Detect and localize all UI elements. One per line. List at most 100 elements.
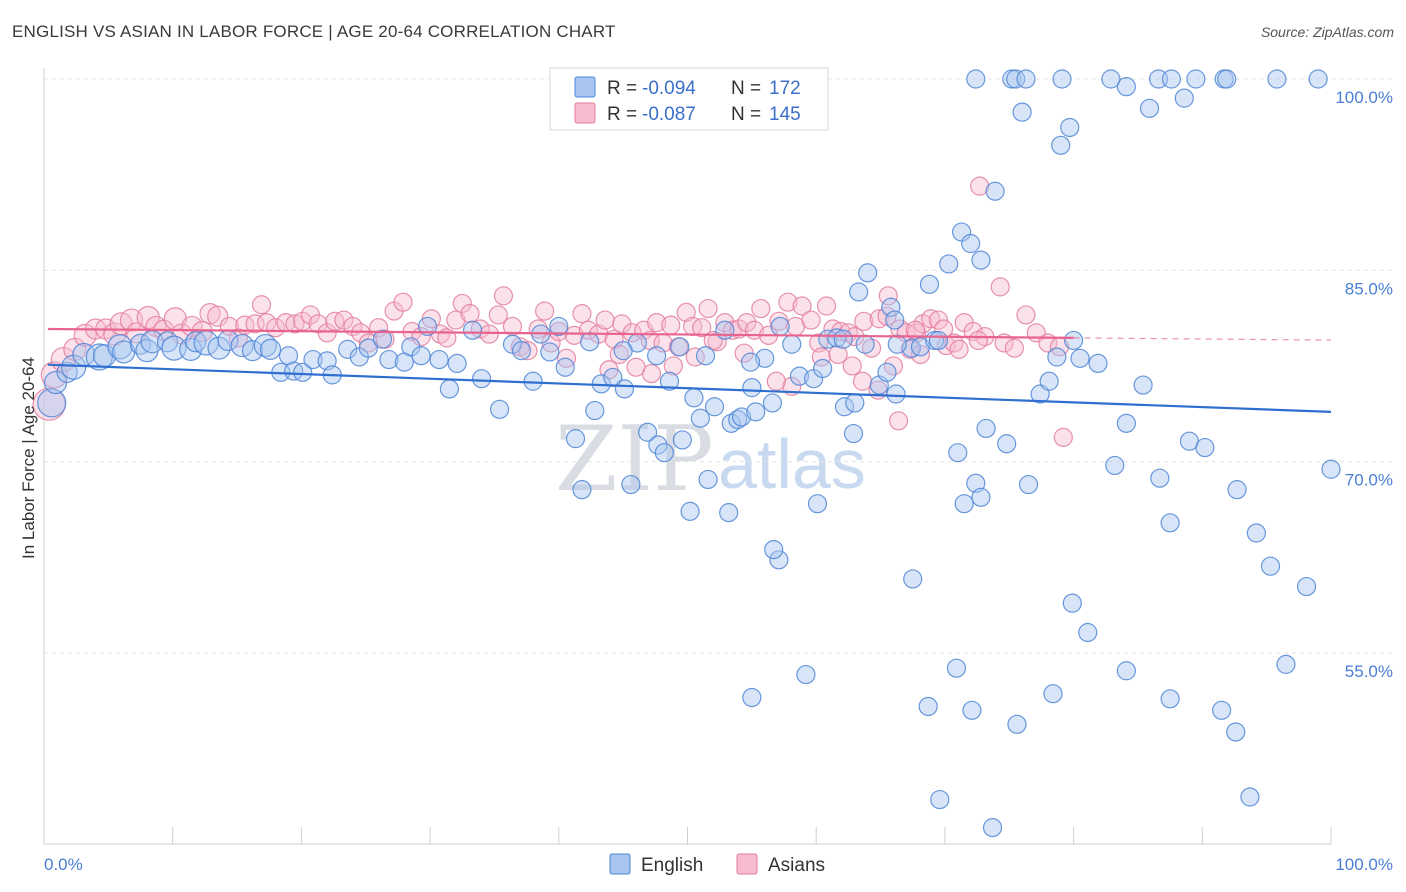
english-point [555,357,575,377]
english-point [1012,102,1032,122]
asians-point [661,315,681,335]
asians-trend-extension [1073,337,1332,341]
asians-point [778,292,798,312]
english-point [1047,347,1067,367]
watermark-zip: ZIP [555,407,714,512]
asians-point [1004,338,1024,358]
english-point [1063,330,1084,351]
english-point [659,371,680,391]
asians-point [1016,305,1036,325]
legend-r-label-english: R = [607,78,637,99]
english-point [982,818,1003,838]
english-point [1088,353,1108,373]
english-point [680,501,700,521]
english-point [946,658,967,678]
english-point [1070,348,1090,368]
asians-point [663,356,683,376]
english-point [930,789,950,810]
english-point [742,687,762,708]
legend-bottom-english-swatch [609,853,631,875]
legend-bottom-english-label: English [641,855,703,876]
legend-n-label-asians: N = [731,104,761,125]
asians-point [119,308,144,332]
asians-point [715,312,735,333]
english-point [690,408,710,428]
english-point [813,358,833,379]
english-point [833,329,853,349]
asians-point [816,296,837,316]
english-point [855,334,875,354]
asians-point [622,323,642,343]
legend-english-swatch [574,76,596,98]
asians-point [207,305,229,327]
english-point [670,337,690,357]
asians-point [595,310,615,330]
legend-n-label-english: N = [731,78,761,99]
english-point [1116,661,1136,681]
asians-point [676,302,696,322]
english-point [1039,371,1059,391]
english-point [1240,787,1260,807]
english-point [985,181,1005,201]
asians-point [572,304,592,324]
legend-bottom-asians-swatch [736,853,758,875]
legend-box [549,67,829,131]
asians-point [698,298,718,319]
english-point [241,340,264,362]
y-tick-label: 85.0% [1345,279,1393,298]
asians-point [970,176,990,196]
english-point [910,337,931,357]
asians-point [285,314,305,334]
english-point [719,503,739,523]
english-point [585,400,605,421]
english-point [962,700,982,720]
english-point [971,250,991,270]
grid-lines [44,78,1395,654]
series-english-points [37,69,1341,838]
english-point [1296,576,1317,597]
english-point [807,494,828,514]
english-point [447,353,467,373]
asians-point [393,292,413,312]
asians-point [994,333,1014,353]
english-point [919,274,940,294]
english-trend-line [47,363,1332,413]
asians-point [751,298,771,319]
legend-r-value-asians: -0.087 [642,104,696,125]
y-tick-label: 100.0% [1335,88,1393,107]
asians-point [854,311,874,331]
asians-point [609,344,629,365]
english-point [540,342,560,362]
asians-point [801,310,821,330]
source-label: Source: ZipAtlas.com [1260,24,1394,40]
legend-n-value-english: 172 [769,78,801,99]
legend-n-value-asians: 145 [769,104,801,125]
english-point [1161,69,1182,89]
english-point [885,310,905,330]
asians-point [266,318,286,338]
english-point [303,349,323,370]
english-point [928,330,949,351]
y-axis-label: In Labor Force | Age 20-64 [19,357,38,559]
english-point [971,487,991,507]
asians-point [928,310,949,330]
asians-point [949,339,969,359]
english-point [1018,474,1039,495]
english-point [755,348,775,368]
english-point [845,393,865,413]
english-point [549,316,569,337]
english-point [966,69,986,89]
english-point [954,494,974,514]
english-point [471,369,492,389]
english-point [489,399,510,419]
english-point [886,384,906,404]
asians-point [488,305,508,325]
english-point [1195,437,1215,458]
english-point [1043,684,1063,704]
english-point [37,388,67,418]
legend-r-value-english: -0.094 [642,78,696,99]
asians-point [869,309,889,329]
english-point [1133,375,1153,395]
english-point [746,402,766,422]
english-point [1051,135,1071,155]
